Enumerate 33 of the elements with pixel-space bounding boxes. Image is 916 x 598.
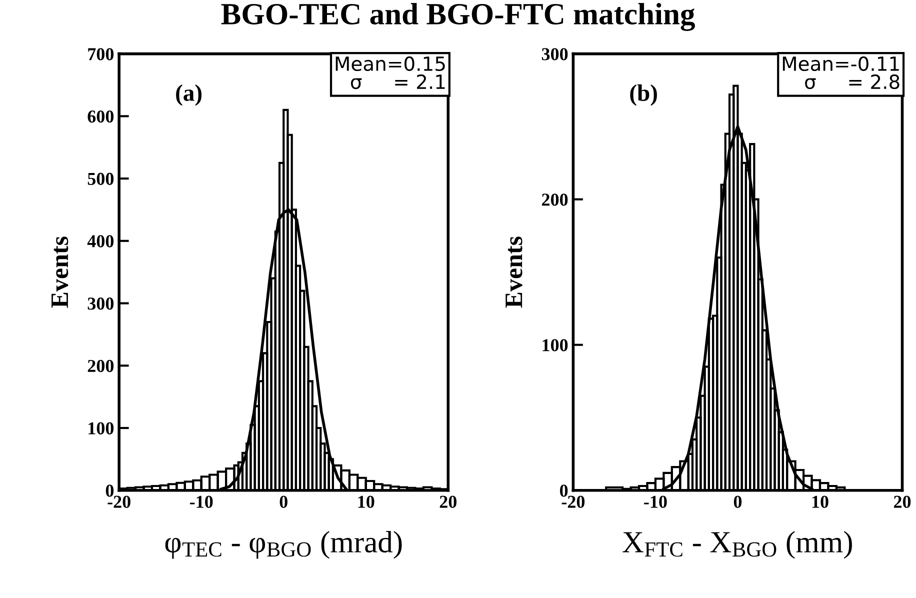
annotation: (a) bbox=[176, 84, 202, 106]
y-tick-label: 600 bbox=[88, 110, 114, 123]
y-tick-label: 200 bbox=[88, 360, 114, 372]
x-tick-label: 10 bbox=[812, 496, 828, 508]
x-tick-label: 0 bbox=[734, 496, 742, 508]
y-tick-label: 100 bbox=[542, 339, 568, 352]
y-tick-label: 0 bbox=[106, 484, 114, 497]
annotation: Mean=-0.11 bbox=[782, 56, 899, 72]
annotation: σ = 2.8 bbox=[805, 74, 900, 90]
y-tick-label: 200 bbox=[542, 194, 568, 206]
annotation: Mean=0.15 bbox=[336, 56, 445, 72]
x-tick-label: -10 bbox=[190, 496, 213, 508]
y-tick-label: 500 bbox=[88, 172, 114, 185]
y-axis-title: Events bbox=[52, 236, 68, 308]
annotation: σ = 2.1 bbox=[350, 74, 445, 90]
x-tick-label: 10 bbox=[358, 496, 374, 508]
x-tick-label: 0 bbox=[280, 496, 288, 508]
y-tick-label: 400 bbox=[87, 235, 114, 248]
x-axis-title: X$_{FTC}$ - X$_{BGO}$ (mm) bbox=[622, 531, 852, 559]
x-axis-title: φ$_{TEC}$ - φ$_{BGO}$ (mrad) bbox=[165, 531, 402, 559]
y-axis-title: Events bbox=[506, 236, 522, 308]
x-tick-label: 20 bbox=[894, 496, 911, 508]
annotation: (b) bbox=[630, 84, 657, 106]
y-tick-label: 100 bbox=[88, 422, 114, 434]
y-tick-label: 300 bbox=[88, 298, 114, 310]
x-tick-label: -10 bbox=[644, 496, 667, 508]
y-tick-label: 700 bbox=[88, 48, 114, 60]
y-tick-label: 300 bbox=[542, 48, 568, 60]
x-tick-label: -20 bbox=[108, 496, 130, 508]
y-tick-label: 0 bbox=[560, 484, 568, 497]
chart-title: BGO-TEC and BGO-FTC matching bbox=[221, 2, 695, 31]
x-tick-label: 20 bbox=[440, 496, 456, 508]
x-tick-label: -20 bbox=[562, 496, 585, 508]
